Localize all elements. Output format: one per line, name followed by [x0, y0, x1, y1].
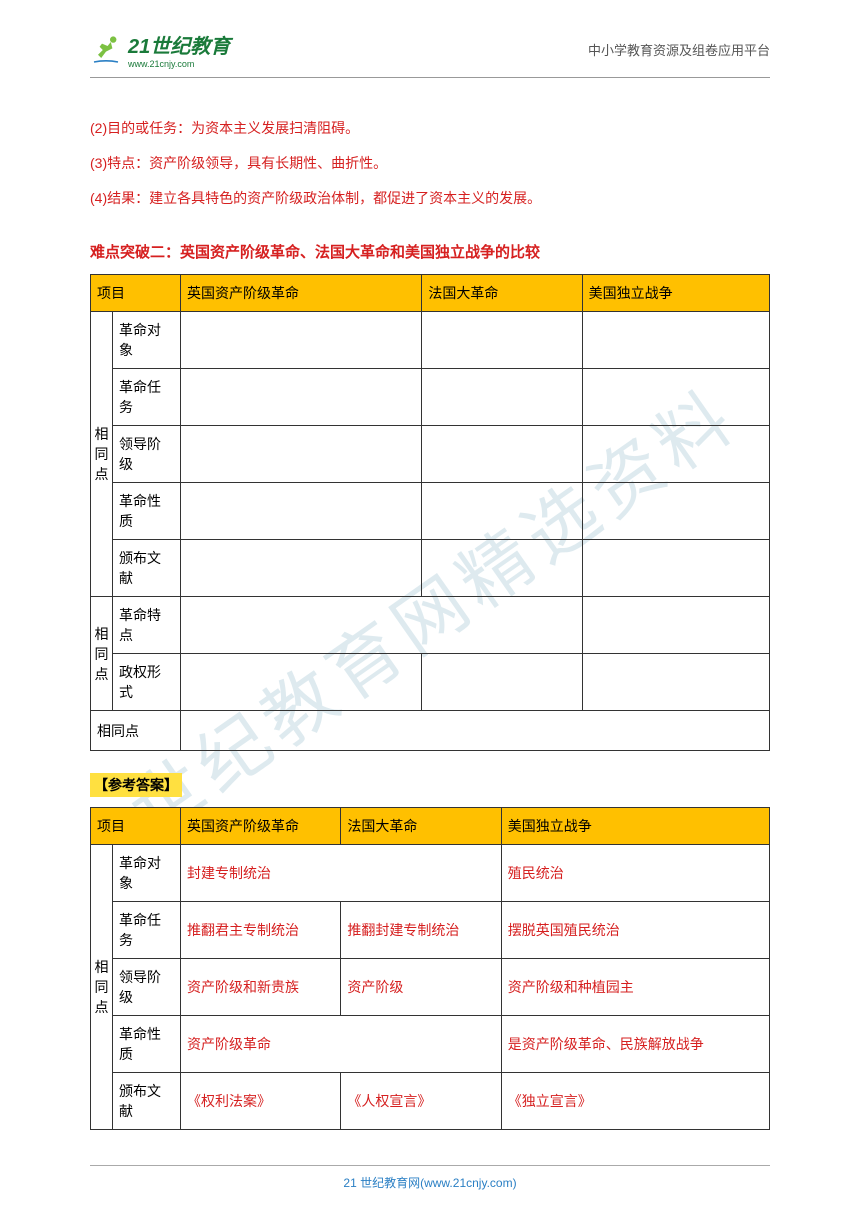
- row-label: 革命对象: [113, 845, 181, 902]
- table-row: 革命性质 资产阶级革命 是资产阶级革命、民族解放战争: [91, 1016, 770, 1073]
- cell: [582, 426, 769, 483]
- cell: 资产阶级和新贵族: [181, 959, 341, 1016]
- cell: 《权利法案》: [181, 1073, 341, 1130]
- table-row: 颁布文献: [91, 540, 770, 597]
- group-label: 相同点: [91, 845, 113, 1130]
- cell: 封建专制统治: [181, 845, 502, 902]
- cell: [422, 540, 582, 597]
- cell: [422, 483, 582, 540]
- cell: [181, 369, 422, 426]
- table-row: 颁布文献 《权利法案》 《人权宣言》 《独立宣言》: [91, 1073, 770, 1130]
- cell: [582, 540, 769, 597]
- row-label: 颁布文献: [113, 540, 181, 597]
- cell: [181, 483, 422, 540]
- comparison-table-answers: 项目 英国资产阶级革命 法国大革命 美国独立战争 相同点 革命对象 封建专制统治…: [90, 807, 770, 1130]
- col-us: 美国独立战争: [501, 808, 769, 845]
- cell: [181, 654, 422, 711]
- comparison-table-empty: 项目 英国资产阶级革命 法国大革命 美国独立战争 相同点 革命对象 革命任务 领…: [90, 274, 770, 751]
- group-label-2: 相同点: [91, 597, 113, 711]
- page-footer: 21 世纪教育网(www.21cnjy.com): [90, 1165, 770, 1191]
- logo-sub-text: www.21cnjy.com: [128, 59, 230, 69]
- table-row: 相同点 革命对象: [91, 312, 770, 369]
- cell: [422, 654, 582, 711]
- cell: 《人权宣言》: [341, 1073, 501, 1130]
- table-header-row: 项目 英国资产阶级革命 法国大革命 美国独立战争: [91, 808, 770, 845]
- intro-line-4: (4)结果：建立各具特色的资产阶级政治体制，都促进了资本主义的发展。: [90, 183, 770, 214]
- table-row: 革命性质: [91, 483, 770, 540]
- row-label: 领导阶级: [113, 959, 181, 1016]
- runner-icon: [90, 34, 122, 66]
- row-label: 革命性质: [113, 483, 181, 540]
- bottom-label: 相同点: [91, 711, 181, 751]
- row-label: 革命任务: [113, 902, 181, 959]
- header-right-text: 中小学教育资源及组卷应用平台: [588, 40, 770, 59]
- section-title: 难点突破二：英国资产阶级革命、法国大革命和美国独立战争的比较: [90, 241, 770, 262]
- cell: [422, 312, 582, 369]
- cell: 推翻君主专制统治: [181, 902, 341, 959]
- logo-main-text: 21世纪教育: [128, 36, 230, 58]
- cell: 殖民统治: [501, 845, 769, 902]
- cell: [582, 369, 769, 426]
- group-label-1: 相同点: [91, 312, 113, 597]
- table-row: 领导阶级: [91, 426, 770, 483]
- cell: 《独立宣言》: [501, 1073, 769, 1130]
- cell: [422, 369, 582, 426]
- table-row: 相同点: [91, 711, 770, 751]
- cell: [181, 426, 422, 483]
- intro-line-2: (2)目的或任务：为资本主义发展扫清阻碍。: [90, 113, 770, 144]
- cell: [181, 597, 583, 654]
- logo-text: 21世纪教育 www.21cnjy.com: [128, 30, 230, 69]
- row-label: 政权形式: [113, 654, 181, 711]
- col-fr: 法国大革命: [341, 808, 501, 845]
- col-project: 项目: [91, 275, 181, 312]
- cell: [181, 312, 422, 369]
- table-row: 政权形式: [91, 654, 770, 711]
- cell: [582, 312, 769, 369]
- cell: [582, 483, 769, 540]
- answer-label: 【参考答案】: [90, 773, 182, 797]
- row-label: 颁布文献: [113, 1073, 181, 1130]
- table-row: 革命任务 推翻君主专制统治 推翻封建专制统治 摆脱英国殖民统治: [91, 902, 770, 959]
- cell: [582, 654, 769, 711]
- table-row: 革命任务: [91, 369, 770, 426]
- col-uk: 英国资产阶级革命: [181, 275, 422, 312]
- col-us: 美国独立战争: [582, 275, 769, 312]
- table-row: 相同点 革命对象 封建专制统治 殖民统治: [91, 845, 770, 902]
- row-label: 革命对象: [113, 312, 181, 369]
- table-row: 领导阶级 资产阶级和新贵族 资产阶级 资产阶级和种植园主: [91, 959, 770, 1016]
- cell: [181, 711, 770, 751]
- row-label: 革命任务: [113, 369, 181, 426]
- cell: 摆脱英国殖民统治: [501, 902, 769, 959]
- col-uk: 英国资产阶级革命: [181, 808, 341, 845]
- row-label: 革命特点: [113, 597, 181, 654]
- row-label: 革命性质: [113, 1016, 181, 1073]
- cell: [422, 426, 582, 483]
- col-fr: 法国大革命: [422, 275, 582, 312]
- cell: 资产阶级和种植园主: [501, 959, 769, 1016]
- page-container: 21世纪教育 www.21cnjy.com 中小学教育资源及组卷应用平台 (2)…: [0, 0, 860, 1150]
- page-header: 21世纪教育 www.21cnjy.com 中小学教育资源及组卷应用平台: [90, 30, 770, 78]
- table-row: 相同点 革命特点: [91, 597, 770, 654]
- cell: 资产阶级革命: [181, 1016, 502, 1073]
- cell: 资产阶级: [341, 959, 501, 1016]
- cell: [181, 540, 422, 597]
- row-label: 领导阶级: [113, 426, 181, 483]
- logo-block: 21世纪教育 www.21cnjy.com: [90, 30, 230, 69]
- intro-line-3: (3)特点：资产阶级领导，具有长期性、曲折性。: [90, 148, 770, 179]
- cell: 推翻封建专制统治: [341, 902, 501, 959]
- cell: [582, 597, 769, 654]
- table-header-row: 项目 英国资产阶级革命 法国大革命 美国独立战争: [91, 275, 770, 312]
- cell: 是资产阶级革命、民族解放战争: [501, 1016, 769, 1073]
- col-project: 项目: [91, 808, 181, 845]
